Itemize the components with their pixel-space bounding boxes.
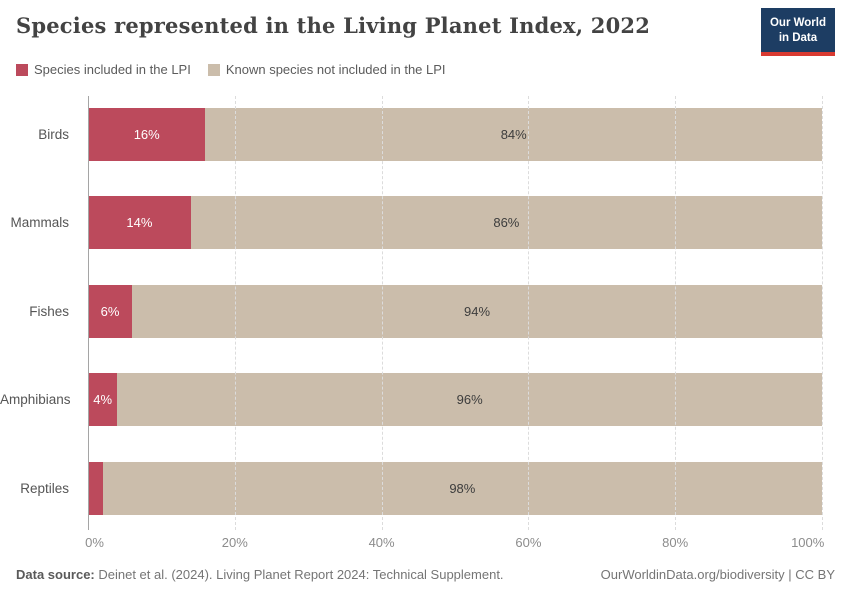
bar-segment-included[interactable]: 4% [88, 373, 118, 426]
x-tick-label: 40% [368, 535, 395, 550]
x-tick-label: 20% [221, 535, 248, 550]
category-label-fishes: Fishes [29, 304, 69, 319]
gridline [528, 96, 530, 530]
legend-label-included: Species included in the LPI [34, 62, 191, 77]
x-tick-label: 100% [791, 535, 825, 550]
chart-title: Species represented in the Living Planet… [16, 13, 651, 38]
category-label-mammals: Mammals [10, 215, 69, 230]
bar-value-label: 84% [500, 127, 527, 142]
y-axis-labels: Birds Mammals Fishes Amphibians Reptiles [0, 96, 79, 530]
legend-label-not-included: Known species not included in the LPI [225, 62, 446, 77]
bar-segment-not-included[interactable]: 98% [102, 462, 822, 515]
y-axis-line [88, 96, 89, 530]
footer-datasource-text: Deinet et al. (2024). Living Planet Repo… [94, 567, 504, 582]
legend-item-not-included[interactable]: Known species not included in the LPI [207, 62, 446, 77]
x-axis-labels: 0% 20% 40% 60% 80% 100% [85, 535, 825, 553]
owid-logo[interactable]: Our World in Data [760, 8, 835, 56]
bar-row-birds[interactable]: 16% 84% [88, 108, 822, 161]
category-label-amphibians: Amphibians [0, 392, 71, 407]
bar-value-label: 6% [100, 304, 120, 319]
bar-segment-included[interactable]: 16% [88, 108, 206, 161]
gridline [822, 96, 823, 530]
gridline [381, 96, 383, 530]
bar-row-reptiles[interactable]: 98% [88, 462, 822, 515]
bar-value-label: 14% [126, 215, 153, 230]
bar-segment-not-included[interactable]: 86% [190, 196, 822, 249]
footer-datasource-label: Data source: [16, 567, 95, 582]
bar-value-label: 98% [449, 481, 476, 496]
gridline [234, 96, 236, 530]
footer-license[interactable]: OurWorldinData.org/biodiversity | CC BY [600, 567, 835, 582]
bar-segment-included[interactable]: 6% [88, 285, 133, 338]
bar-value-label: 96% [456, 392, 483, 407]
x-tick-label: 60% [515, 535, 542, 550]
bar-segment-not-included[interactable]: 84% [205, 108, 822, 161]
bar-row-mammals[interactable]: 14% 86% [88, 196, 822, 249]
plot-area: 16% 84% 14% 86% 6% 94% 4% 96% 98% [88, 96, 823, 530]
category-label-reptiles: Reptiles [20, 481, 69, 496]
gridline [675, 96, 677, 530]
owid-logo-line2: in Data [778, 31, 818, 44]
owid-logo-line1: Our World [769, 17, 826, 29]
bar-value-label: 16% [133, 127, 160, 142]
bar-segment-included[interactable]: 14% [88, 196, 191, 249]
bar-row-fishes[interactable]: 6% 94% [88, 285, 822, 338]
bar-value-label: 94% [463, 304, 491, 319]
bar-value-label: 86% [493, 215, 520, 230]
legend-item-included[interactable]: Species included in the LPI [16, 62, 191, 77]
bar-segment-not-included[interactable]: 94% [132, 285, 822, 338]
x-tick-label: 80% [662, 535, 689, 550]
category-label-birds: Birds [38, 127, 69, 142]
legend: Species included in the LPI Known specie… [16, 62, 446, 77]
bar-segment-not-included[interactable]: 96% [117, 373, 822, 426]
legend-swatch-included-icon [16, 63, 28, 76]
bar-value-label: 4% [93, 392, 113, 407]
legend-swatch-not-included-icon [207, 63, 220, 76]
bar-segment-included[interactable] [88, 462, 103, 515]
footer-datasource: Data source: Deinet et al. (2024). Livin… [16, 567, 504, 582]
bar-row-amphibians[interactable]: 4% 96% [88, 373, 822, 426]
footer: Data source: Deinet et al. (2024). Livin… [16, 567, 835, 582]
x-tick-label: 0% [85, 535, 104, 550]
